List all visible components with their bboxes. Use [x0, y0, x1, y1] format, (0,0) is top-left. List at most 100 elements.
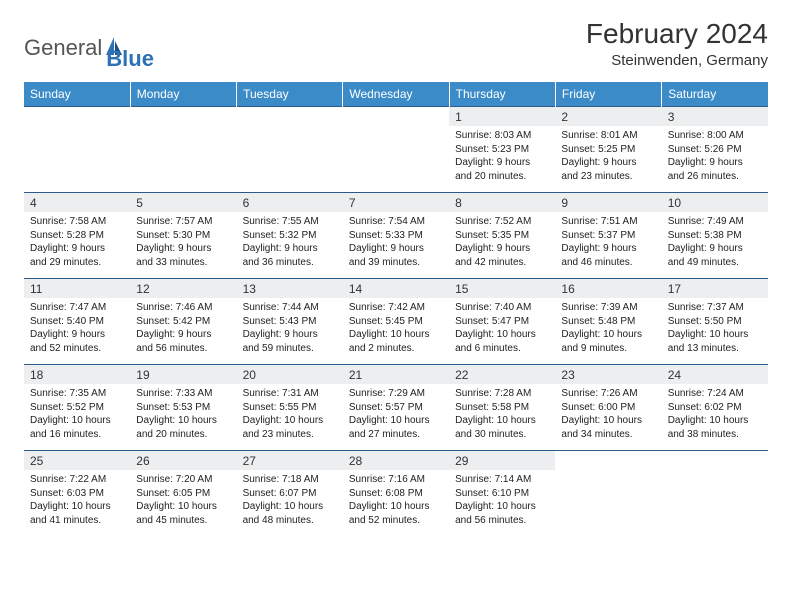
day-details: Sunrise: 7:37 AMSunset: 5:50 PMDaylight:… [662, 298, 768, 357]
calendar-cell: 18Sunrise: 7:35 AMSunset: 5:52 PMDayligh… [24, 365, 130, 451]
calendar-cell: 14Sunrise: 7:42 AMSunset: 5:45 PMDayligh… [343, 279, 449, 365]
day-details: Sunrise: 7:16 AMSunset: 6:08 PMDaylight:… [343, 470, 449, 529]
day-number: 15 [449, 279, 555, 298]
day-details: Sunrise: 7:18 AMSunset: 6:07 PMDaylight:… [237, 470, 343, 529]
day-number: 11 [24, 279, 130, 298]
calendar-cell: 21Sunrise: 7:29 AMSunset: 5:57 PMDayligh… [343, 365, 449, 451]
day-number: 6 [237, 193, 343, 212]
weekday-header: Sunday [24, 82, 130, 107]
day-details: Sunrise: 8:03 AMSunset: 5:23 PMDaylight:… [449, 126, 555, 185]
brand-name-1: General [24, 35, 102, 61]
day-details: Sunrise: 7:57 AMSunset: 5:30 PMDaylight:… [130, 212, 236, 271]
day-number: 17 [662, 279, 768, 298]
day-number: 1 [449, 107, 555, 126]
title-block: February 2024 Steinwenden, Germany [586, 18, 768, 69]
calendar-cell: 1Sunrise: 8:03 AMSunset: 5:23 PMDaylight… [449, 107, 555, 193]
weekday-header: Thursday [449, 82, 555, 107]
day-details: Sunrise: 7:58 AMSunset: 5:28 PMDaylight:… [24, 212, 130, 271]
weekday-header: Saturday [662, 82, 768, 107]
day-number: 9 [555, 193, 661, 212]
day-details: Sunrise: 8:00 AMSunset: 5:26 PMDaylight:… [662, 126, 768, 185]
calendar-cell [24, 107, 130, 193]
day-number: 25 [24, 451, 130, 470]
calendar-cell [343, 107, 449, 193]
calendar-cell: 13Sunrise: 7:44 AMSunset: 5:43 PMDayligh… [237, 279, 343, 365]
day-number: 4 [24, 193, 130, 212]
calendar-cell: 17Sunrise: 7:37 AMSunset: 5:50 PMDayligh… [662, 279, 768, 365]
calendar-week-row: 1Sunrise: 8:03 AMSunset: 5:23 PMDaylight… [24, 107, 768, 193]
day-details: Sunrise: 7:44 AMSunset: 5:43 PMDaylight:… [237, 298, 343, 357]
calendar-cell: 7Sunrise: 7:54 AMSunset: 5:33 PMDaylight… [343, 193, 449, 279]
day-number: 29 [449, 451, 555, 470]
weekday-header: Tuesday [237, 82, 343, 107]
day-number: 18 [24, 365, 130, 384]
day-number: 21 [343, 365, 449, 384]
weekday-header-row: SundayMondayTuesdayWednesdayThursdayFrid… [24, 82, 768, 107]
day-details: Sunrise: 7:39 AMSunset: 5:48 PMDaylight:… [555, 298, 661, 357]
day-number: 16 [555, 279, 661, 298]
month-title: February 2024 [586, 18, 768, 50]
day-number: 22 [449, 365, 555, 384]
day-number: 3 [662, 107, 768, 126]
day-number: 13 [237, 279, 343, 298]
day-details: Sunrise: 7:40 AMSunset: 5:47 PMDaylight:… [449, 298, 555, 357]
location: Steinwenden, Germany [586, 52, 768, 69]
calendar-cell: 3Sunrise: 8:00 AMSunset: 5:26 PMDaylight… [662, 107, 768, 193]
calendar-cell [555, 451, 661, 537]
day-number: 27 [237, 451, 343, 470]
weekday-header: Monday [130, 82, 236, 107]
calendar-cell: 25Sunrise: 7:22 AMSunset: 6:03 PMDayligh… [24, 451, 130, 537]
day-details: Sunrise: 7:33 AMSunset: 5:53 PMDaylight:… [130, 384, 236, 443]
calendar-cell: 20Sunrise: 7:31 AMSunset: 5:55 PMDayligh… [237, 365, 343, 451]
day-details: Sunrise: 7:49 AMSunset: 5:38 PMDaylight:… [662, 212, 768, 271]
day-details: Sunrise: 7:54 AMSunset: 5:33 PMDaylight:… [343, 212, 449, 271]
day-details: Sunrise: 7:35 AMSunset: 5:52 PMDaylight:… [24, 384, 130, 443]
day-number: 14 [343, 279, 449, 298]
day-details: Sunrise: 7:20 AMSunset: 6:05 PMDaylight:… [130, 470, 236, 529]
calendar-week-row: 4Sunrise: 7:58 AMSunset: 5:28 PMDaylight… [24, 193, 768, 279]
calendar-cell: 28Sunrise: 7:16 AMSunset: 6:08 PMDayligh… [343, 451, 449, 537]
calendar-cell: 19Sunrise: 7:33 AMSunset: 5:53 PMDayligh… [130, 365, 236, 451]
day-number: 28 [343, 451, 449, 470]
calendar-cell: 4Sunrise: 7:58 AMSunset: 5:28 PMDaylight… [24, 193, 130, 279]
day-number: 20 [237, 365, 343, 384]
day-details: Sunrise: 7:42 AMSunset: 5:45 PMDaylight:… [343, 298, 449, 357]
day-details: Sunrise: 7:14 AMSunset: 6:10 PMDaylight:… [449, 470, 555, 529]
calendar-cell [237, 107, 343, 193]
weekday-header: Friday [555, 82, 661, 107]
day-details: Sunrise: 7:29 AMSunset: 5:57 PMDaylight:… [343, 384, 449, 443]
day-number: 23 [555, 365, 661, 384]
calendar-cell: 10Sunrise: 7:49 AMSunset: 5:38 PMDayligh… [662, 193, 768, 279]
calendar-cell [662, 451, 768, 537]
calendar-week-row: 11Sunrise: 7:47 AMSunset: 5:40 PMDayligh… [24, 279, 768, 365]
calendar-cell: 22Sunrise: 7:28 AMSunset: 5:58 PMDayligh… [449, 365, 555, 451]
day-number: 2 [555, 107, 661, 126]
day-details: Sunrise: 7:46 AMSunset: 5:42 PMDaylight:… [130, 298, 236, 357]
day-details: Sunrise: 7:55 AMSunset: 5:32 PMDaylight:… [237, 212, 343, 271]
day-details: Sunrise: 7:51 AMSunset: 5:37 PMDaylight:… [555, 212, 661, 271]
day-number: 19 [130, 365, 236, 384]
day-details: Sunrise: 7:26 AMSunset: 6:00 PMDaylight:… [555, 384, 661, 443]
calendar-body: 1Sunrise: 8:03 AMSunset: 5:23 PMDaylight… [24, 107, 768, 537]
day-details: Sunrise: 7:52 AMSunset: 5:35 PMDaylight:… [449, 212, 555, 271]
calendar-cell: 26Sunrise: 7:20 AMSunset: 6:05 PMDayligh… [130, 451, 236, 537]
day-number: 7 [343, 193, 449, 212]
day-number: 8 [449, 193, 555, 212]
day-number: 5 [130, 193, 236, 212]
calendar-cell: 5Sunrise: 7:57 AMSunset: 5:30 PMDaylight… [130, 193, 236, 279]
calendar-cell: 16Sunrise: 7:39 AMSunset: 5:48 PMDayligh… [555, 279, 661, 365]
day-number: 24 [662, 365, 768, 384]
calendar-cell: 8Sunrise: 7:52 AMSunset: 5:35 PMDaylight… [449, 193, 555, 279]
calendar-cell [130, 107, 236, 193]
calendar-week-row: 25Sunrise: 7:22 AMSunset: 6:03 PMDayligh… [24, 451, 768, 537]
calendar-cell: 29Sunrise: 7:14 AMSunset: 6:10 PMDayligh… [449, 451, 555, 537]
day-details: Sunrise: 7:47 AMSunset: 5:40 PMDaylight:… [24, 298, 130, 357]
day-details: Sunrise: 7:24 AMSunset: 6:02 PMDaylight:… [662, 384, 768, 443]
calendar-table: SundayMondayTuesdayWednesdayThursdayFrid… [24, 82, 768, 537]
weekday-header: Wednesday [343, 82, 449, 107]
calendar-cell: 24Sunrise: 7:24 AMSunset: 6:02 PMDayligh… [662, 365, 768, 451]
calendar-cell: 6Sunrise: 7:55 AMSunset: 5:32 PMDaylight… [237, 193, 343, 279]
brand-logo: General Blue [24, 18, 154, 72]
day-details: Sunrise: 8:01 AMSunset: 5:25 PMDaylight:… [555, 126, 661, 185]
day-details: Sunrise: 7:22 AMSunset: 6:03 PMDaylight:… [24, 470, 130, 529]
